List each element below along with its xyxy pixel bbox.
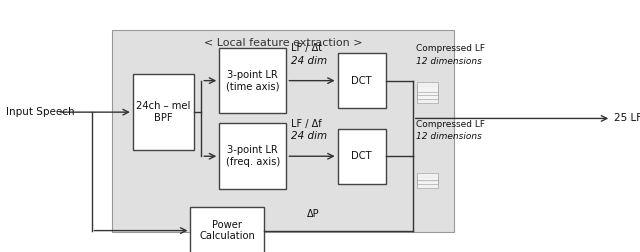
Text: Compressed LF: Compressed LF bbox=[416, 44, 485, 53]
Text: 3-point LR
(freq. axis): 3-point LR (freq. axis) bbox=[226, 145, 280, 167]
Text: LF / Δf: LF / Δf bbox=[291, 118, 322, 129]
FancyBboxPatch shape bbox=[219, 123, 287, 189]
FancyBboxPatch shape bbox=[417, 181, 438, 188]
FancyBboxPatch shape bbox=[338, 53, 385, 108]
Text: ΔP: ΔP bbox=[307, 209, 320, 219]
FancyBboxPatch shape bbox=[417, 94, 438, 103]
FancyBboxPatch shape bbox=[219, 48, 287, 113]
FancyBboxPatch shape bbox=[112, 30, 454, 232]
Text: < Local feature extraction >: < Local feature extraction > bbox=[204, 38, 362, 48]
Text: 12 dimensions: 12 dimensions bbox=[416, 132, 482, 141]
Text: 24ch – mel
BPF: 24ch – mel BPF bbox=[136, 101, 190, 123]
Text: LF / Δt: LF / Δt bbox=[291, 43, 323, 53]
Text: Power
Calculation: Power Calculation bbox=[199, 220, 255, 241]
Text: DCT: DCT bbox=[351, 151, 372, 161]
FancyBboxPatch shape bbox=[191, 207, 264, 252]
FancyBboxPatch shape bbox=[133, 74, 193, 150]
FancyBboxPatch shape bbox=[417, 173, 438, 180]
FancyBboxPatch shape bbox=[417, 177, 438, 184]
FancyBboxPatch shape bbox=[417, 90, 438, 99]
Text: 24 dim: 24 dim bbox=[291, 55, 327, 66]
Text: 25 LFs: 25 LFs bbox=[614, 113, 640, 123]
FancyBboxPatch shape bbox=[417, 86, 438, 96]
FancyBboxPatch shape bbox=[417, 82, 438, 91]
Text: Input Speech: Input Speech bbox=[6, 107, 75, 117]
Text: DCT: DCT bbox=[351, 76, 372, 86]
Text: Compressed LF: Compressed LF bbox=[416, 119, 485, 129]
Text: 24 dim: 24 dim bbox=[291, 131, 327, 141]
Text: 3-point LR
(time axis): 3-point LR (time axis) bbox=[226, 70, 280, 91]
Text: 12 dimensions: 12 dimensions bbox=[416, 56, 482, 66]
FancyBboxPatch shape bbox=[338, 129, 385, 184]
